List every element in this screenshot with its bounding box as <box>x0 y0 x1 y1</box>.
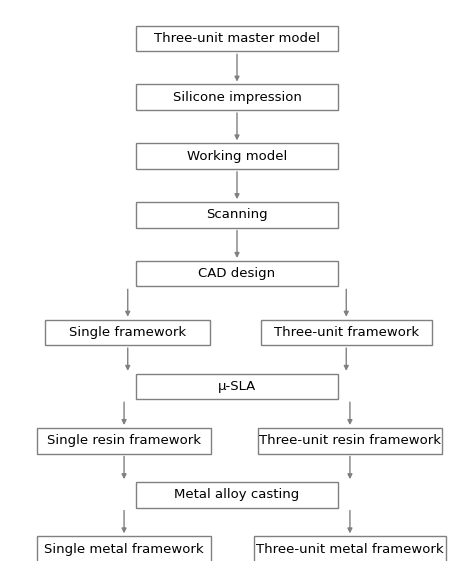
Bar <box>254 536 447 561</box>
Bar <box>136 261 338 287</box>
Bar <box>136 85 338 110</box>
Text: Scanning: Scanning <box>206 208 268 222</box>
Bar <box>136 143 338 169</box>
Text: Working model: Working model <box>187 150 287 163</box>
Text: Single resin framework: Single resin framework <box>47 434 201 447</box>
Bar <box>258 428 442 454</box>
Text: Three-unit framework: Three-unit framework <box>273 326 419 339</box>
Bar <box>136 374 338 399</box>
Bar <box>261 320 432 345</box>
Text: Three-unit metal framework: Three-unit metal framework <box>256 542 444 555</box>
Bar <box>37 428 211 454</box>
Bar <box>37 536 211 561</box>
Text: CAD design: CAD design <box>199 267 275 280</box>
Bar <box>45 320 210 345</box>
Text: Three-unit resin framework: Three-unit resin framework <box>259 434 441 447</box>
Text: Single metal framework: Single metal framework <box>44 542 204 555</box>
Bar <box>136 26 338 52</box>
Bar <box>136 482 338 508</box>
Text: Silicone impression: Silicone impression <box>173 91 301 104</box>
Text: Single framework: Single framework <box>69 326 186 339</box>
Bar <box>136 202 338 228</box>
Text: Three-unit master model: Three-unit master model <box>154 32 320 45</box>
Text: μ-SLA: μ-SLA <box>218 380 256 393</box>
Text: Metal alloy casting: Metal alloy casting <box>174 489 300 502</box>
